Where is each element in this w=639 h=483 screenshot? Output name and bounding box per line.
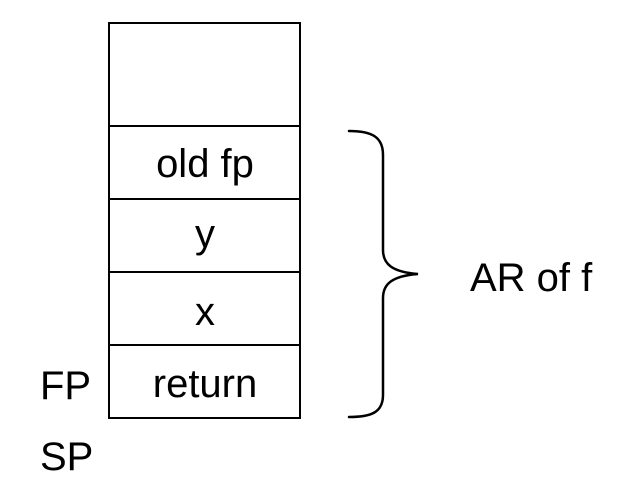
activation-record-label: AR of f bbox=[470, 256, 593, 300]
stack-cell-return bbox=[108, 344, 301, 419]
stack-cell-top bbox=[108, 22, 301, 127]
fp-pointer-label: FP bbox=[40, 364, 91, 408]
stack-cell-y bbox=[108, 198, 301, 273]
stack-cell-y-label: y bbox=[195, 212, 215, 256]
stack-cell-old-fp-label: old fp bbox=[156, 142, 254, 186]
stack-cell-old-fp bbox=[108, 125, 301, 200]
stack-cell-return-label: return bbox=[153, 362, 258, 406]
sp-pointer-label: SP bbox=[40, 435, 93, 479]
stack: old fp y x return bbox=[108, 22, 301, 419]
stack-cell-x bbox=[108, 271, 301, 346]
stack-cell-x-label: x bbox=[195, 290, 215, 334]
activation-record-brace bbox=[347, 129, 419, 419]
